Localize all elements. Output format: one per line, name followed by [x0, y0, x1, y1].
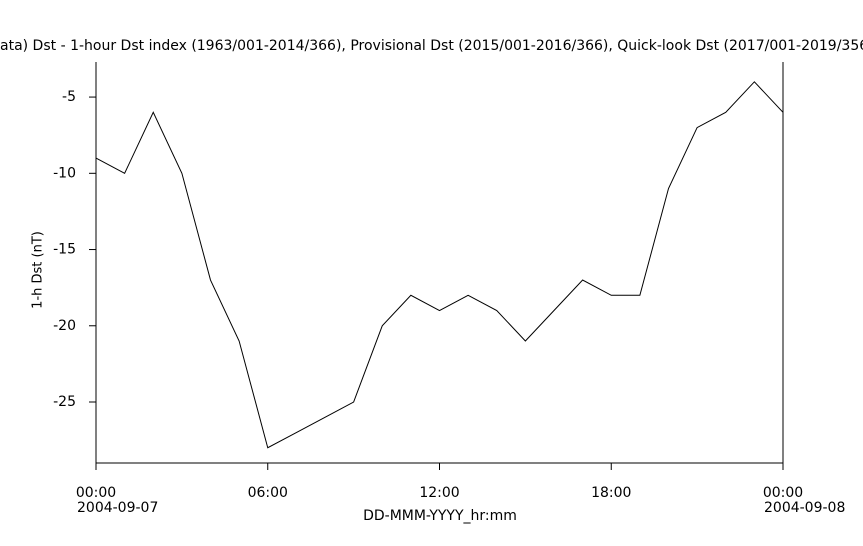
y-tick-label: -10 — [53, 165, 76, 181]
y-tick-label: -15 — [53, 242, 76, 258]
y-axis-label: 1-h Dst (nT) — [31, 231, 46, 309]
y-tick-label: -20 — [53, 318, 76, 334]
chart-title: ata) Dst - 1-hour Dst index (1963/001-20… — [0, 38, 863, 54]
x-axis-label: DD-MMM-YYYY_hr:mm — [363, 508, 517, 524]
x-tick-label: 12:00 — [419, 485, 459, 501]
y-tick-label: -5 — [62, 89, 76, 105]
data-line — [95, 81, 784, 449]
x-tick-label: 06:00 — [248, 485, 288, 501]
x-tick-date: 2004-09-08 — [764, 500, 845, 516]
x-tick-label: 00:00 — [76, 485, 116, 501]
x-tick-label: 18:00 — [591, 485, 631, 501]
x-tick-date: 2004-09-07 — [77, 500, 158, 516]
x-tick-label: 00:00 — [763, 485, 803, 501]
y-tick-label: -25 — [53, 394, 76, 410]
